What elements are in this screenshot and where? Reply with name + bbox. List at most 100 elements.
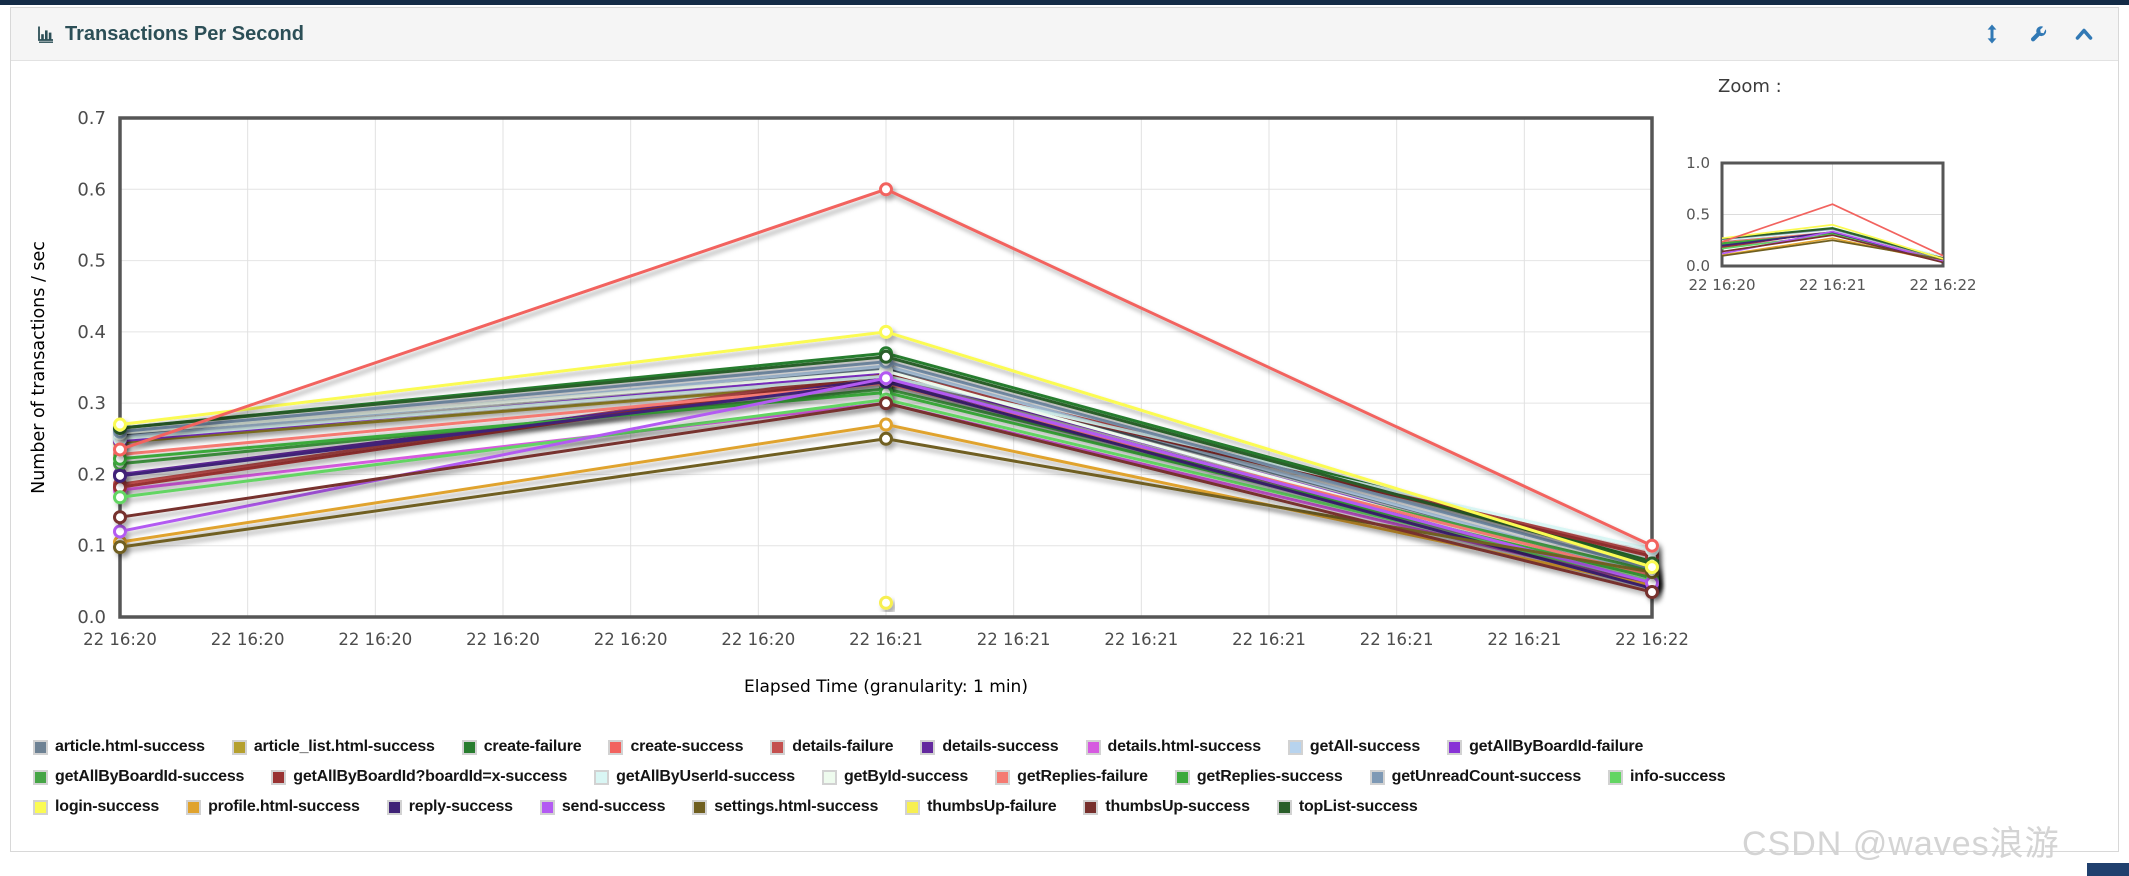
legend-swatch bbox=[1083, 799, 1099, 815]
svg-text:22 16:20: 22 16:20 bbox=[721, 630, 795, 649]
svg-text:0.2: 0.2 bbox=[77, 464, 106, 485]
window-top-strip bbox=[0, 0, 2129, 5]
legend-label: details.html-success bbox=[1107, 738, 1262, 755]
svg-text:0.3: 0.3 bbox=[77, 393, 106, 414]
panel-title: Transactions Per Second bbox=[65, 22, 304, 45]
legend-label: reply-success bbox=[408, 798, 513, 815]
svg-text:22 16:22: 22 16:22 bbox=[1909, 276, 1976, 294]
legend-label: create-success bbox=[630, 738, 744, 755]
legend-item[interactable]: thumbsUp-success bbox=[1083, 798, 1250, 816]
svg-text:22 16:21: 22 16:21 bbox=[977, 630, 1051, 649]
bar-chart-icon bbox=[35, 24, 55, 44]
zoom-mini-chart[interactable]: 0.0 0.5 1.0 22 16:20 22 16:21 22 16:22 bbox=[1686, 154, 1976, 294]
legend-swatch bbox=[461, 739, 477, 755]
svg-text:0.7: 0.7 bbox=[77, 108, 106, 129]
legend-swatch bbox=[905, 799, 921, 815]
legend-item[interactable]: details-success bbox=[920, 738, 1059, 756]
legend-item[interactable]: details-failure bbox=[770, 738, 894, 756]
legend-item[interactable]: getAllByBoardId-success bbox=[33, 768, 244, 786]
legend-item[interactable]: profile.html-success bbox=[186, 798, 360, 816]
main-plot-area[interactable]: 0.0 0.1 0.2 0.3 0.4 0.5 0.6 0.7 22 16:20 22 16:20… bbox=[29, 108, 1689, 697]
legend-label: login-success bbox=[55, 798, 160, 815]
legend-swatch bbox=[692, 799, 708, 815]
legend-label: create-failure bbox=[483, 738, 582, 755]
legend-swatch bbox=[271, 769, 287, 785]
legend-swatch bbox=[608, 739, 624, 755]
legend-swatch bbox=[1608, 769, 1624, 785]
resize-vertical-icon[interactable] bbox=[1982, 24, 2002, 44]
legend-item[interactable]: thumbsUp-failure bbox=[905, 798, 1057, 816]
legend-item[interactable]: settings.html-success bbox=[692, 798, 878, 816]
legend-label: getAllByBoardId-success bbox=[55, 768, 245, 785]
wrench-icon[interactable] bbox=[2028, 24, 2048, 44]
legend-swatch bbox=[386, 799, 402, 815]
legend-item[interactable]: getUnreadCount-success bbox=[1369, 768, 1582, 786]
svg-text:0.0: 0.0 bbox=[1686, 257, 1710, 275]
legend-swatch bbox=[594, 769, 610, 785]
legend-swatch bbox=[33, 799, 48, 815]
svg-text:22 16:20: 22 16:20 bbox=[1688, 276, 1755, 294]
legend-swatch bbox=[995, 769, 1011, 785]
legend-item[interactable]: create-success bbox=[608, 738, 743, 756]
legend-swatch bbox=[33, 769, 48, 785]
legend-swatch bbox=[1447, 739, 1463, 755]
legend-row: article.html-success article_list.html-su… bbox=[33, 738, 2033, 756]
svg-text:22 16:20: 22 16:20 bbox=[594, 630, 668, 649]
chevron-up-icon[interactable] bbox=[2074, 24, 2094, 44]
svg-text:22 16:21: 22 16:21 bbox=[1360, 630, 1434, 649]
legend-label: thumbsUp-failure bbox=[927, 798, 1057, 815]
svg-text:22 16:21: 22 16:21 bbox=[1487, 630, 1561, 649]
svg-text:22 16:22: 22 16:22 bbox=[1615, 630, 1689, 649]
legend-item[interactable]: login-success bbox=[33, 798, 159, 816]
legend-row: getAllByBoardId-success getAllByBoardId?b… bbox=[33, 768, 2033, 786]
legend-row: login-success profile.html-success reply-s… bbox=[33, 798, 2033, 816]
legend-item[interactable]: details.html-success bbox=[1085, 738, 1262, 756]
legend-swatch bbox=[33, 739, 48, 755]
legend-item[interactable]: article.html-success bbox=[33, 738, 205, 756]
legend-swatch bbox=[186, 799, 202, 815]
legend-label: thumbsUp-success bbox=[1105, 798, 1250, 815]
legend-label: article.html-success bbox=[55, 738, 205, 755]
bottom-corner-strip bbox=[2087, 863, 2129, 876]
legend-item[interactable]: create-failure bbox=[461, 738, 582, 756]
svg-text:0.6: 0.6 bbox=[77, 179, 106, 200]
legend-item[interactable]: getAllByBoardId?boardId=x-success bbox=[271, 768, 567, 786]
legend-item[interactable]: send-success bbox=[539, 798, 665, 816]
zoom-panel-label: Zoom : bbox=[1718, 76, 1782, 97]
panel-header: Transactions Per Second bbox=[11, 8, 2118, 61]
svg-text:22 16:21: 22 16:21 bbox=[849, 630, 923, 649]
legend-item[interactable]: getReplies-failure bbox=[995, 768, 1148, 786]
legend-item[interactable]: getById-success bbox=[821, 768, 968, 786]
legend-label: getAllByBoardId?boardId=x-success bbox=[293, 768, 568, 785]
transactions-line-chart[interactable]: 0.0 0.1 0.2 0.3 0.4 0.5 0.6 0.7 22 16:20 22 16:20… bbox=[0, 0, 2129, 730]
legend-swatch bbox=[1085, 739, 1101, 755]
legend-item[interactable]: topList-success bbox=[1276, 798, 1418, 816]
legend-swatch bbox=[920, 739, 936, 755]
svg-text:22 16:21: 22 16:21 bbox=[1799, 276, 1866, 294]
watermark-text: CSDN @waves浪游 bbox=[1742, 825, 2060, 863]
svg-text:22 16:21: 22 16:21 bbox=[1104, 630, 1178, 649]
legend-swatch bbox=[1287, 739, 1303, 755]
svg-text:22 16:21: 22 16:21 bbox=[1232, 630, 1306, 649]
legend-item[interactable]: reply-success bbox=[386, 798, 513, 816]
svg-text:0.0: 0.0 bbox=[77, 607, 106, 628]
legend-label: details-failure bbox=[792, 738, 894, 755]
legend-label: settings.html-success bbox=[714, 798, 879, 815]
legend-item[interactable]: getAll-success bbox=[1287, 738, 1420, 756]
legend-item[interactable]: getAllByBoardId-failure bbox=[1447, 738, 1643, 756]
legend-item[interactable]: getAllByUserId-success bbox=[594, 768, 795, 786]
legend-item[interactable]: info-success bbox=[1608, 768, 1726, 786]
legend-item[interactable]: getReplies-success bbox=[1174, 768, 1343, 786]
legend-label: info-success bbox=[1630, 768, 1726, 785]
legend-label: getReplies-success bbox=[1196, 768, 1343, 785]
legend-label: getAllByUserId-success bbox=[616, 768, 795, 785]
legend-swatch bbox=[1369, 769, 1385, 785]
legend-label: topList-success bbox=[1298, 798, 1418, 815]
legend-item[interactable]: article_list.html-success bbox=[231, 738, 435, 756]
legend-swatch bbox=[1276, 799, 1292, 815]
svg-text:0.1: 0.1 bbox=[77, 536, 106, 557]
legend-label: getUnreadCount-success bbox=[1391, 768, 1582, 785]
svg-text:Elapsed Time (granularity: 1 m: Elapsed Time (granularity: 1 min) bbox=[744, 677, 1028, 697]
svg-text:22 16:20: 22 16:20 bbox=[338, 630, 412, 649]
legend-swatch bbox=[770, 739, 786, 755]
